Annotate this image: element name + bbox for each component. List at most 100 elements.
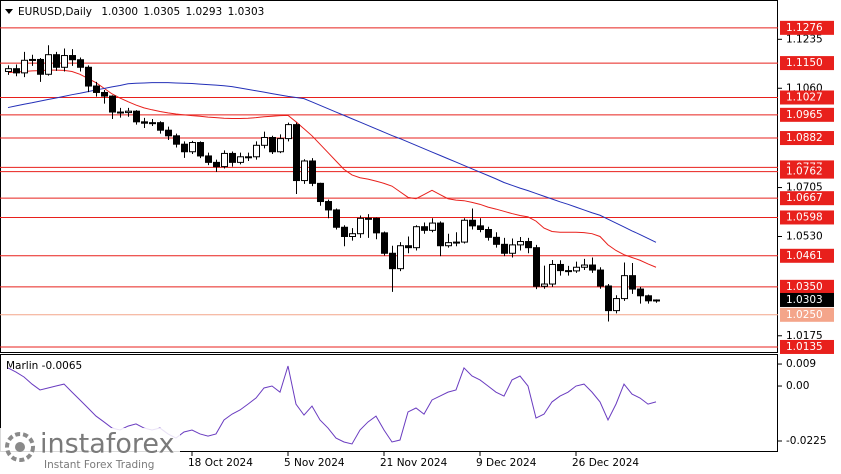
level-label: 1.0667 <box>786 192 823 204</box>
x-tick-label: 21 Nov 2024 <box>380 457 448 469</box>
candle-body <box>253 144 260 158</box>
x-tick-label: 18 Oct 2024 <box>188 457 253 469</box>
candle-body <box>621 275 628 300</box>
candle-body <box>277 138 284 153</box>
y-tick-label: 1.0175 <box>786 330 823 342</box>
candle-body <box>533 247 540 287</box>
current-price: 1.0303 <box>786 294 823 306</box>
x-tick-label: 26 Dec 2024 <box>572 457 639 469</box>
candle-body <box>613 298 620 312</box>
indicator-value: -0.0065 <box>42 360 83 372</box>
low: 1.0293 <box>186 6 223 18</box>
candle-body <box>77 59 84 68</box>
indicator-title: Marlin -0.0065 <box>6 360 82 372</box>
level-label: 1.0762 <box>786 166 823 178</box>
candle-body <box>325 201 332 211</box>
level-label: 1.0250 <box>786 309 823 321</box>
level-label: 1.1150 <box>786 57 823 69</box>
candle-body <box>93 85 100 93</box>
candle-body <box>501 243 508 254</box>
level-label: 1.1276 <box>786 22 823 34</box>
candle-body <box>373 217 380 234</box>
candle-body <box>21 59 28 74</box>
candle-body <box>397 245 404 270</box>
candle-body <box>213 161 220 168</box>
candle-body <box>573 266 580 272</box>
candle-body <box>605 285 612 312</box>
level-label: 1.0135 <box>786 341 823 353</box>
open: 1.0300 <box>101 6 138 18</box>
level-tag <box>780 20 834 35</box>
candle-body <box>109 95 116 113</box>
level-label: 1.0965 <box>786 109 823 121</box>
level-tag <box>780 248 834 263</box>
candle-body <box>341 226 348 237</box>
candle-body <box>293 124 300 182</box>
candle-body <box>37 58 44 75</box>
candle-body <box>629 275 636 290</box>
candle-body <box>597 269 604 287</box>
close: 1.0303 <box>228 6 265 18</box>
candle-body <box>261 136 268 146</box>
y-tick-label: 0.00 <box>786 380 809 392</box>
price-tag <box>780 292 834 307</box>
level-label: 1.0461 <box>786 250 823 262</box>
candle-body <box>229 152 236 163</box>
candle-body <box>437 222 444 247</box>
candle-body <box>189 142 196 153</box>
x-tick-label: 5 Nov 2024 <box>284 457 345 469</box>
candle-body <box>101 91 108 97</box>
candle-body <box>485 228 492 238</box>
candle-body <box>349 233 356 237</box>
level-label: 1.0882 <box>786 132 823 144</box>
indicator-line <box>7 82 657 243</box>
candle-body <box>389 252 396 270</box>
y-tick-label: 1.0705 <box>786 182 823 194</box>
candle-body <box>413 226 420 249</box>
symbol: EURUSD,Daily <box>18 6 92 18</box>
candle-body <box>381 232 388 254</box>
level-tag <box>780 279 834 294</box>
watermark-tagline: Instant Forex Trading <box>44 459 154 471</box>
candle-body <box>149 122 156 125</box>
candle-body <box>469 219 476 227</box>
candle-body <box>333 209 340 228</box>
candle-body <box>237 156 244 163</box>
candle-body <box>653 299 660 302</box>
candle-body <box>157 122 164 131</box>
candle-body <box>517 241 524 246</box>
candle-body <box>301 160 308 182</box>
candle-body <box>197 142 204 157</box>
candle-body <box>133 110 140 123</box>
high: 1.0305 <box>143 6 180 18</box>
candle-body <box>365 217 372 220</box>
watermark: instaforex Instant Forex Trading <box>0 428 180 474</box>
menu-arrow <box>5 9 13 14</box>
level-label: 1.0598 <box>786 211 823 223</box>
candle-body <box>165 129 172 137</box>
candle-body <box>493 236 500 245</box>
plot: 1.12351.10601.07051.05301.01751.12761.11… <box>0 20 834 469</box>
chart-title: EURUSD,Daily 1.0300 1.0305 1.0293 1.0303 <box>18 6 264 18</box>
level-tag <box>780 307 834 322</box>
candle-body <box>565 270 572 273</box>
candle-body <box>53 54 60 68</box>
candle-body <box>29 58 36 61</box>
watermark-logo <box>5 432 35 462</box>
level-tag <box>780 107 834 122</box>
candle-body <box>125 110 132 114</box>
candle-body <box>61 55 68 68</box>
candle-body <box>445 242 452 247</box>
candle-body <box>285 124 292 140</box>
level-tag <box>780 210 834 225</box>
candle-body <box>13 68 20 74</box>
candle-body <box>117 111 124 114</box>
candle-body <box>69 55 76 61</box>
candle-body <box>85 66 92 87</box>
candle-body <box>453 241 460 244</box>
level-tag <box>780 191 834 206</box>
main-pane <box>0 0 778 353</box>
x-tick-label: 9 Dec 2024 <box>476 457 537 469</box>
indicator-name: Marlin <box>6 360 38 372</box>
candle-body <box>173 135 180 145</box>
